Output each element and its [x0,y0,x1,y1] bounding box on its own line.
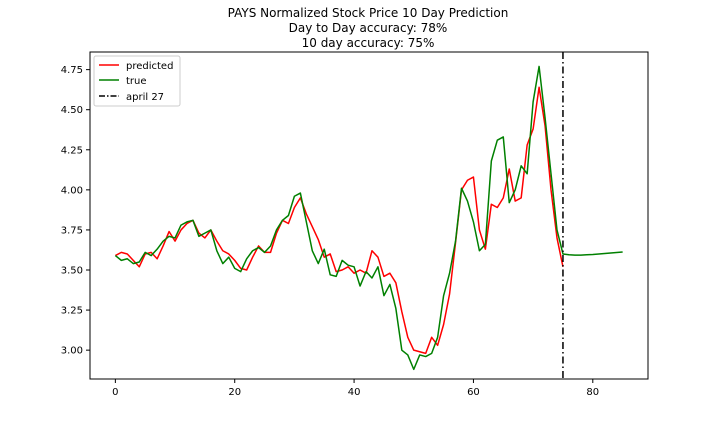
x-tick-label: 20 [228,387,241,398]
chart-title: PAYS Normalized Stock Price 10 Day Predi… [228,6,509,50]
chart-title-line-3: 10 day accuracy: 75% [302,36,435,50]
y-tick-label: 3.25 [61,306,83,317]
legend-box [93,55,181,107]
chart-title-line-1: PAYS Normalized Stock Price 10 Day Predi… [228,6,509,20]
y-tick-label: 4.00 [61,185,83,196]
legend: predicted true april 27 [93,55,181,107]
x-tick-label: 60 [467,387,480,398]
y-tick-label: 4.75 [61,65,83,76]
series-line-predicted [115,86,564,355]
x-tick-label: 0 [112,387,118,398]
y-tick-label: 4.50 [61,105,83,116]
series-line-true [114,65,623,371]
plot-area [114,52,623,379]
legend-label-vline: april 27 [126,92,164,103]
legend-label-true: true [126,76,147,87]
chart-title-line-2: Day to Day accuracy: 78% [289,21,448,35]
y-tick-label: 3.00 [61,346,83,357]
y-tick-label: 4.25 [61,145,83,156]
y-tick-label: 3.75 [61,225,83,236]
y-axis: 3.00 3.25 3.50 3.75 4.00 4.25 4.50 4.75 [61,65,90,357]
x-axis: 0 20 40 60 80 [112,379,599,398]
x-tick-label: 80 [586,387,599,398]
axes-frame [89,51,649,380]
y-tick-label: 3.50 [61,266,83,277]
legend-label-predicted: predicted [126,61,173,72]
x-tick-label: 40 [348,387,361,398]
